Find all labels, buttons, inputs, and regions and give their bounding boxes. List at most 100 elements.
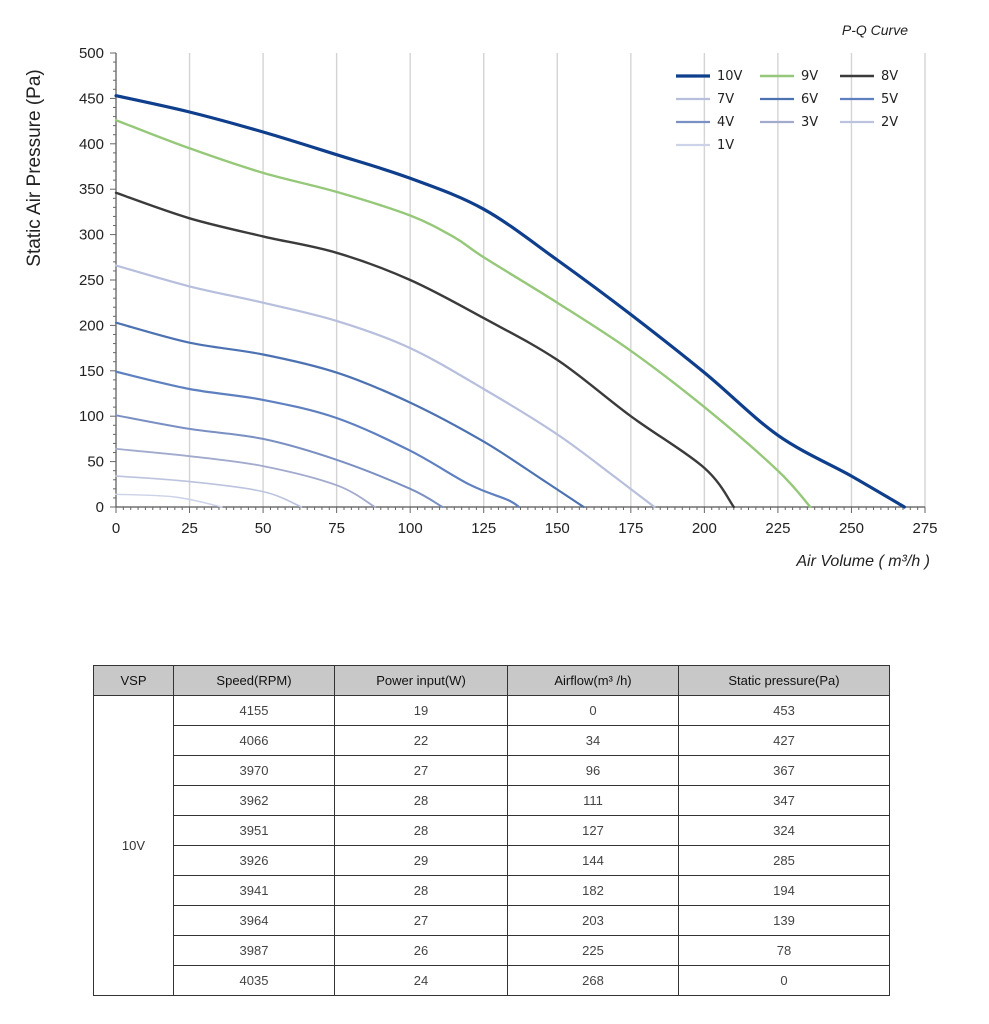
header-power: Power input(W) <box>334 665 508 696</box>
static-pressure-cell: 453 <box>678 695 890 726</box>
curve-3v <box>115 448 376 508</box>
speed-cell: 4066 <box>173 725 335 756</box>
power-cell: 29 <box>334 845 508 876</box>
static-pressure-cell: 347 <box>678 785 890 816</box>
x-tick-label: 50 <box>255 520 272 537</box>
x-tick-label: 75 <box>328 520 345 537</box>
table-row: 3964 27 203 139 <box>94 905 890 936</box>
vsp-cell: 10V <box>93 695 174 996</box>
power-cell: 28 <box>334 785 508 816</box>
x-tick-label: 250 <box>839 520 864 537</box>
x-tick-label: 275 <box>912 520 937 537</box>
table-row: 3926 29 144 285 <box>94 845 890 876</box>
header-airflow: Airflow(m³ /h) <box>507 665 679 696</box>
grid-lines <box>188 53 926 507</box>
y-tick-label: 50 <box>87 454 104 471</box>
table-header-row: VSP Speed(RPM) Power input(W) Airflow(m³… <box>93 665 890 696</box>
y-tick-label: 400 <box>79 136 104 153</box>
airflow-cell: 34 <box>507 725 679 756</box>
static-pressure-cell: 78 <box>678 935 890 966</box>
legend-label-8v: 8V <box>881 69 898 84</box>
speed-cell: 3964 <box>173 905 335 936</box>
y-tick-label: 350 <box>79 181 104 198</box>
curve-7v <box>114 264 656 509</box>
x-tick-label: 225 <box>765 520 790 537</box>
legend-label-9v: 9V <box>801 69 818 84</box>
static-pressure-cell: 285 <box>678 845 890 876</box>
power-cell: 26 <box>334 935 508 966</box>
chart-title: P-Q Curve <box>842 22 908 38</box>
airflow-cell: 203 <box>507 905 679 936</box>
legend-label-10v: 10V <box>717 69 743 84</box>
speed-cell: 4155 <box>173 695 335 726</box>
table-row: 3987 26 225 78 <box>94 935 890 966</box>
legend-label-4v: 4V <box>717 115 734 130</box>
power-cell: 28 <box>334 815 508 846</box>
airflow-cell: 182 <box>507 875 679 906</box>
power-cell: 24 <box>334 965 508 996</box>
y-tick-label: 100 <box>79 408 104 425</box>
pq-chart: 0 50 100 150 200 250 300 350 400 450 500 0 25 50 75 10… <box>24 22 938 570</box>
static-pressure-cell: 0 <box>678 965 890 996</box>
airflow-cell: 111 <box>507 785 679 816</box>
table-row: 3970 27 96 367 <box>94 755 890 786</box>
legend-label-7v: 7V <box>717 92 734 107</box>
x-tick-label: 200 <box>692 520 717 537</box>
speed-cell: 3987 <box>173 935 335 966</box>
spec-table: VSP Speed(RPM) Power input(W) Airflow(m³… <box>93 665 890 996</box>
y-tick-labels: 0 50 100 150 200 250 300 350 400 450 500 <box>79 45 104 516</box>
curve-9v <box>114 119 812 509</box>
static-pressure-cell: 194 <box>678 875 890 906</box>
power-cell: 27 <box>334 905 508 936</box>
airflow-cell: 225 <box>507 935 679 966</box>
x-tick-label: 150 <box>545 520 570 537</box>
speed-cell: 3962 <box>173 785 335 816</box>
y-tick-label: 300 <box>79 227 104 244</box>
curve-2v <box>115 475 303 508</box>
speed-cell: 3926 <box>173 845 335 876</box>
x-tick-label: 125 <box>471 520 496 537</box>
static-pressure-cell: 324 <box>678 815 890 846</box>
y-tick-label: 0 <box>96 499 104 516</box>
y-tick-label: 200 <box>79 317 104 334</box>
static-pressure-cell: 367 <box>678 755 890 786</box>
table-row: 3941 28 182 194 <box>94 875 890 906</box>
legend: 10V 9V 8V 7V 6V 5V 4V 3V 2V 1V <box>676 69 898 153</box>
table-row: 3962 28 111 347 <box>94 785 890 816</box>
y-tick-label: 150 <box>79 363 104 380</box>
legend-label-3v: 3V <box>801 115 818 130</box>
speed-cell: 3951 <box>173 815 335 846</box>
table-row: 3951 28 127 324 <box>94 815 890 846</box>
legend-label-5v: 5V <box>881 92 898 107</box>
x-axis-label: Air Volume ( m³/h ) <box>795 553 930 570</box>
x-tick-label: 0 <box>112 520 120 537</box>
airflow-cell: 144 <box>507 845 679 876</box>
curve-4v <box>115 414 444 508</box>
table-row: 4066 22 34 427 <box>94 725 890 756</box>
power-cell: 27 <box>334 755 508 786</box>
airflow-cell: 127 <box>507 815 679 846</box>
airflow-cell: 268 <box>507 965 679 996</box>
y-tick-label: 500 <box>79 45 104 62</box>
header-speed: Speed(RPM) <box>173 665 335 696</box>
power-cell: 19 <box>334 695 508 726</box>
legend-label-6v: 6V <box>801 92 818 107</box>
curve-6v <box>114 321 585 509</box>
x-tick-label: 25 <box>181 520 198 537</box>
axes <box>110 52 926 513</box>
power-cell: 28 <box>334 875 508 906</box>
curve-5v <box>114 370 521 509</box>
x-tick-labels: 0 25 50 75 100 125 150 175 200 225 250 275 <box>112 520 938 537</box>
curve-8v <box>114 191 735 509</box>
airflow-cell: 96 <box>507 755 679 786</box>
speed-cell: 4035 <box>173 965 335 996</box>
curve-10v <box>114 94 906 509</box>
table-row: 4035 24 268 0 <box>94 965 890 996</box>
power-cell: 22 <box>334 725 508 756</box>
x-tick-label: 175 <box>618 520 643 537</box>
curve-1v <box>115 493 223 508</box>
y-axis-label: Static Air Pressure (Pa) <box>24 69 45 266</box>
legend-label-2v: 2V <box>881 115 898 130</box>
y-tick-label: 450 <box>79 90 104 107</box>
table-body: 10V 4155 19 0 453 4066 22 34 427 3970 27 96 367 3962 2… <box>93 695 890 996</box>
